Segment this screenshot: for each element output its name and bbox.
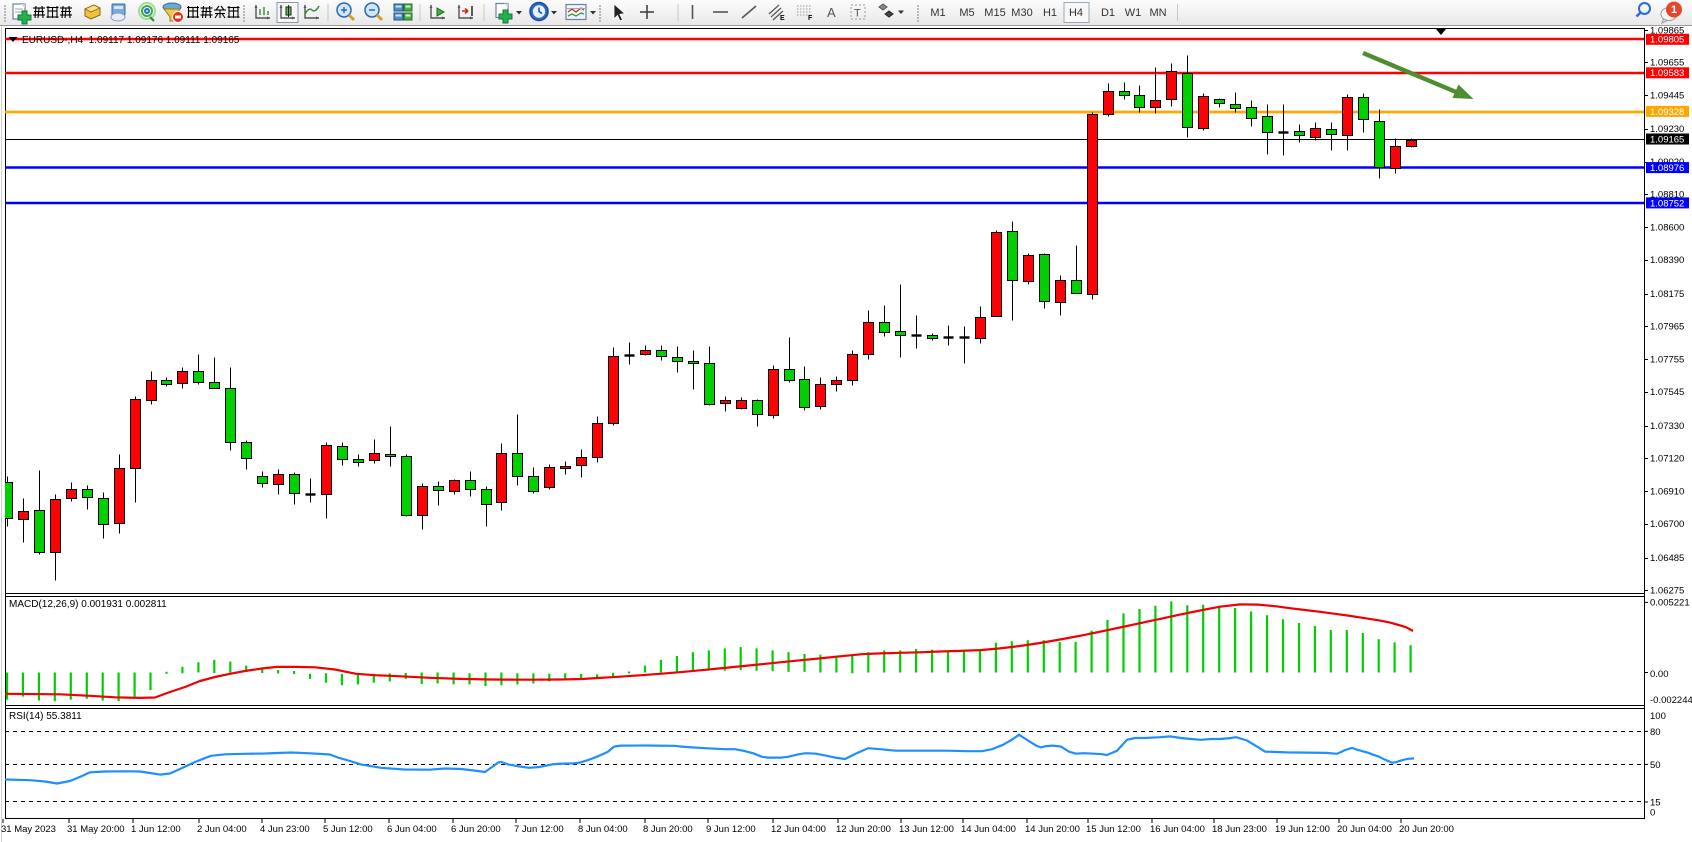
svg-text:1.06910: 1.06910 xyxy=(1650,486,1684,497)
svg-text:1.06485: 1.06485 xyxy=(1650,553,1684,564)
svg-text:6 Jun 04:00: 6 Jun 04:00 xyxy=(387,824,437,835)
svg-text:0.00: 0.00 xyxy=(1650,669,1669,680)
svg-text:9 Jun 12:00: 9 Jun 12:00 xyxy=(706,824,756,835)
svg-text:1.08390: 1.08390 xyxy=(1650,255,1684,266)
svg-text:15 Jun 12:00: 15 Jun 12:00 xyxy=(1086,824,1141,835)
svg-text:1.08752: 1.08752 xyxy=(1650,198,1684,209)
svg-text:1.07120: 1.07120 xyxy=(1650,454,1684,465)
svg-text:100: 100 xyxy=(1650,711,1666,722)
svg-text:M30: M30 xyxy=(1011,7,1032,19)
svg-text:5 Jun 12:00: 5 Jun 12:00 xyxy=(323,824,373,835)
svg-text:14 Jun 04:00: 14 Jun 04:00 xyxy=(961,824,1016,835)
svg-text:6 Jun 20:00: 6 Jun 20:00 xyxy=(451,824,501,835)
svg-text:1 Jun 12:00: 1 Jun 12:00 xyxy=(131,824,181,835)
svg-text:0.005221: 0.005221 xyxy=(1650,598,1690,609)
svg-text:20 Jun 04:00: 20 Jun 04:00 xyxy=(1337,824,1392,835)
svg-text:T: T xyxy=(854,8,861,20)
svg-text:H1: H1 xyxy=(1043,7,1057,19)
svg-text:0: 0 xyxy=(1650,808,1655,819)
svg-text:31 May 20:00: 31 May 20:00 xyxy=(67,824,125,835)
svg-text:1.09165: 1.09165 xyxy=(1650,134,1684,145)
svg-text:M5: M5 xyxy=(959,7,974,19)
svg-text:1.09583: 1.09583 xyxy=(1650,68,1684,79)
svg-text:EURUSD-,H4 1.09117 1.09176 1.: EURUSD-,H4 1.09117 1.09176 1.09111 1.091… xyxy=(22,35,240,46)
svg-text:12 Jun 04:00: 12 Jun 04:00 xyxy=(771,824,826,835)
svg-text:1.08810: 1.08810 xyxy=(1650,190,1684,201)
svg-text:1.08175: 1.08175 xyxy=(1650,289,1684,300)
svg-text:1.07965: 1.07965 xyxy=(1650,322,1684,333)
svg-text:H4: H4 xyxy=(1069,7,1083,19)
svg-text:1.07755: 1.07755 xyxy=(1650,354,1684,365)
svg-text:1.09328: 1.09328 xyxy=(1650,107,1684,118)
svg-text:E: E xyxy=(780,15,785,22)
svg-text:1.07545: 1.07545 xyxy=(1650,387,1684,398)
svg-text:A: A xyxy=(827,5,836,20)
svg-text:13 Jun 12:00: 13 Jun 12:00 xyxy=(899,824,954,835)
svg-text:1.09865: 1.09865 xyxy=(1650,25,1684,36)
svg-text:1.06275: 1.06275 xyxy=(1650,585,1684,596)
svg-text:8 Jun 04:00: 8 Jun 04:00 xyxy=(578,824,628,835)
svg-text:31 May 2023: 31 May 2023 xyxy=(1,824,56,835)
svg-text:1.09445: 1.09445 xyxy=(1650,90,1684,101)
svg-text:1.09805: 1.09805 xyxy=(1650,35,1684,46)
svg-text:8 Jun 20:00: 8 Jun 20:00 xyxy=(643,824,693,835)
svg-text:M1: M1 xyxy=(930,7,945,19)
svg-text:80: 80 xyxy=(1650,727,1661,738)
svg-text:1.09655: 1.09655 xyxy=(1650,58,1684,69)
svg-text:14 Jun 20:00: 14 Jun 20:00 xyxy=(1025,824,1080,835)
svg-text:-0.002244: -0.002244 xyxy=(1650,695,1692,706)
svg-text:1.06700: 1.06700 xyxy=(1650,519,1684,530)
svg-text:MACD(12,26,9) 0.001931 0.00281: MACD(12,26,9) 0.001931 0.002811 xyxy=(9,599,167,610)
svg-text:W1: W1 xyxy=(1125,7,1142,19)
svg-text:16 Jun 04:00: 16 Jun 04:00 xyxy=(1150,824,1205,835)
svg-text:50: 50 xyxy=(1650,760,1661,771)
svg-text:20 Jun 20:00: 20 Jun 20:00 xyxy=(1399,824,1454,835)
svg-text:7 Jun 12:00: 7 Jun 12:00 xyxy=(514,824,564,835)
svg-text:1.07330: 1.07330 xyxy=(1650,421,1684,432)
svg-text:M15: M15 xyxy=(984,7,1005,19)
svg-text:MN: MN xyxy=(1149,7,1166,19)
svg-text:2 Jun 04:00: 2 Jun 04:00 xyxy=(197,824,247,835)
svg-text:12 Jun 20:00: 12 Jun 20:00 xyxy=(836,824,891,835)
svg-text:1.08976: 1.08976 xyxy=(1650,163,1684,174)
svg-text:D1: D1 xyxy=(1101,7,1115,19)
svg-text:4 Jun 23:00: 4 Jun 23:00 xyxy=(260,824,310,835)
svg-text:15: 15 xyxy=(1650,798,1661,809)
svg-text:19 Jun 12:00: 19 Jun 12:00 xyxy=(1275,824,1330,835)
svg-text:RSI(14) 55.3811: RSI(14) 55.3811 xyxy=(9,711,82,722)
svg-text:F: F xyxy=(808,15,813,22)
svg-text:1.09230: 1.09230 xyxy=(1650,124,1684,135)
svg-text:1.08600: 1.08600 xyxy=(1650,222,1684,233)
svg-text:18 Jun 23:00: 18 Jun 23:00 xyxy=(1212,824,1267,835)
svg-text:1: 1 xyxy=(1671,4,1677,16)
